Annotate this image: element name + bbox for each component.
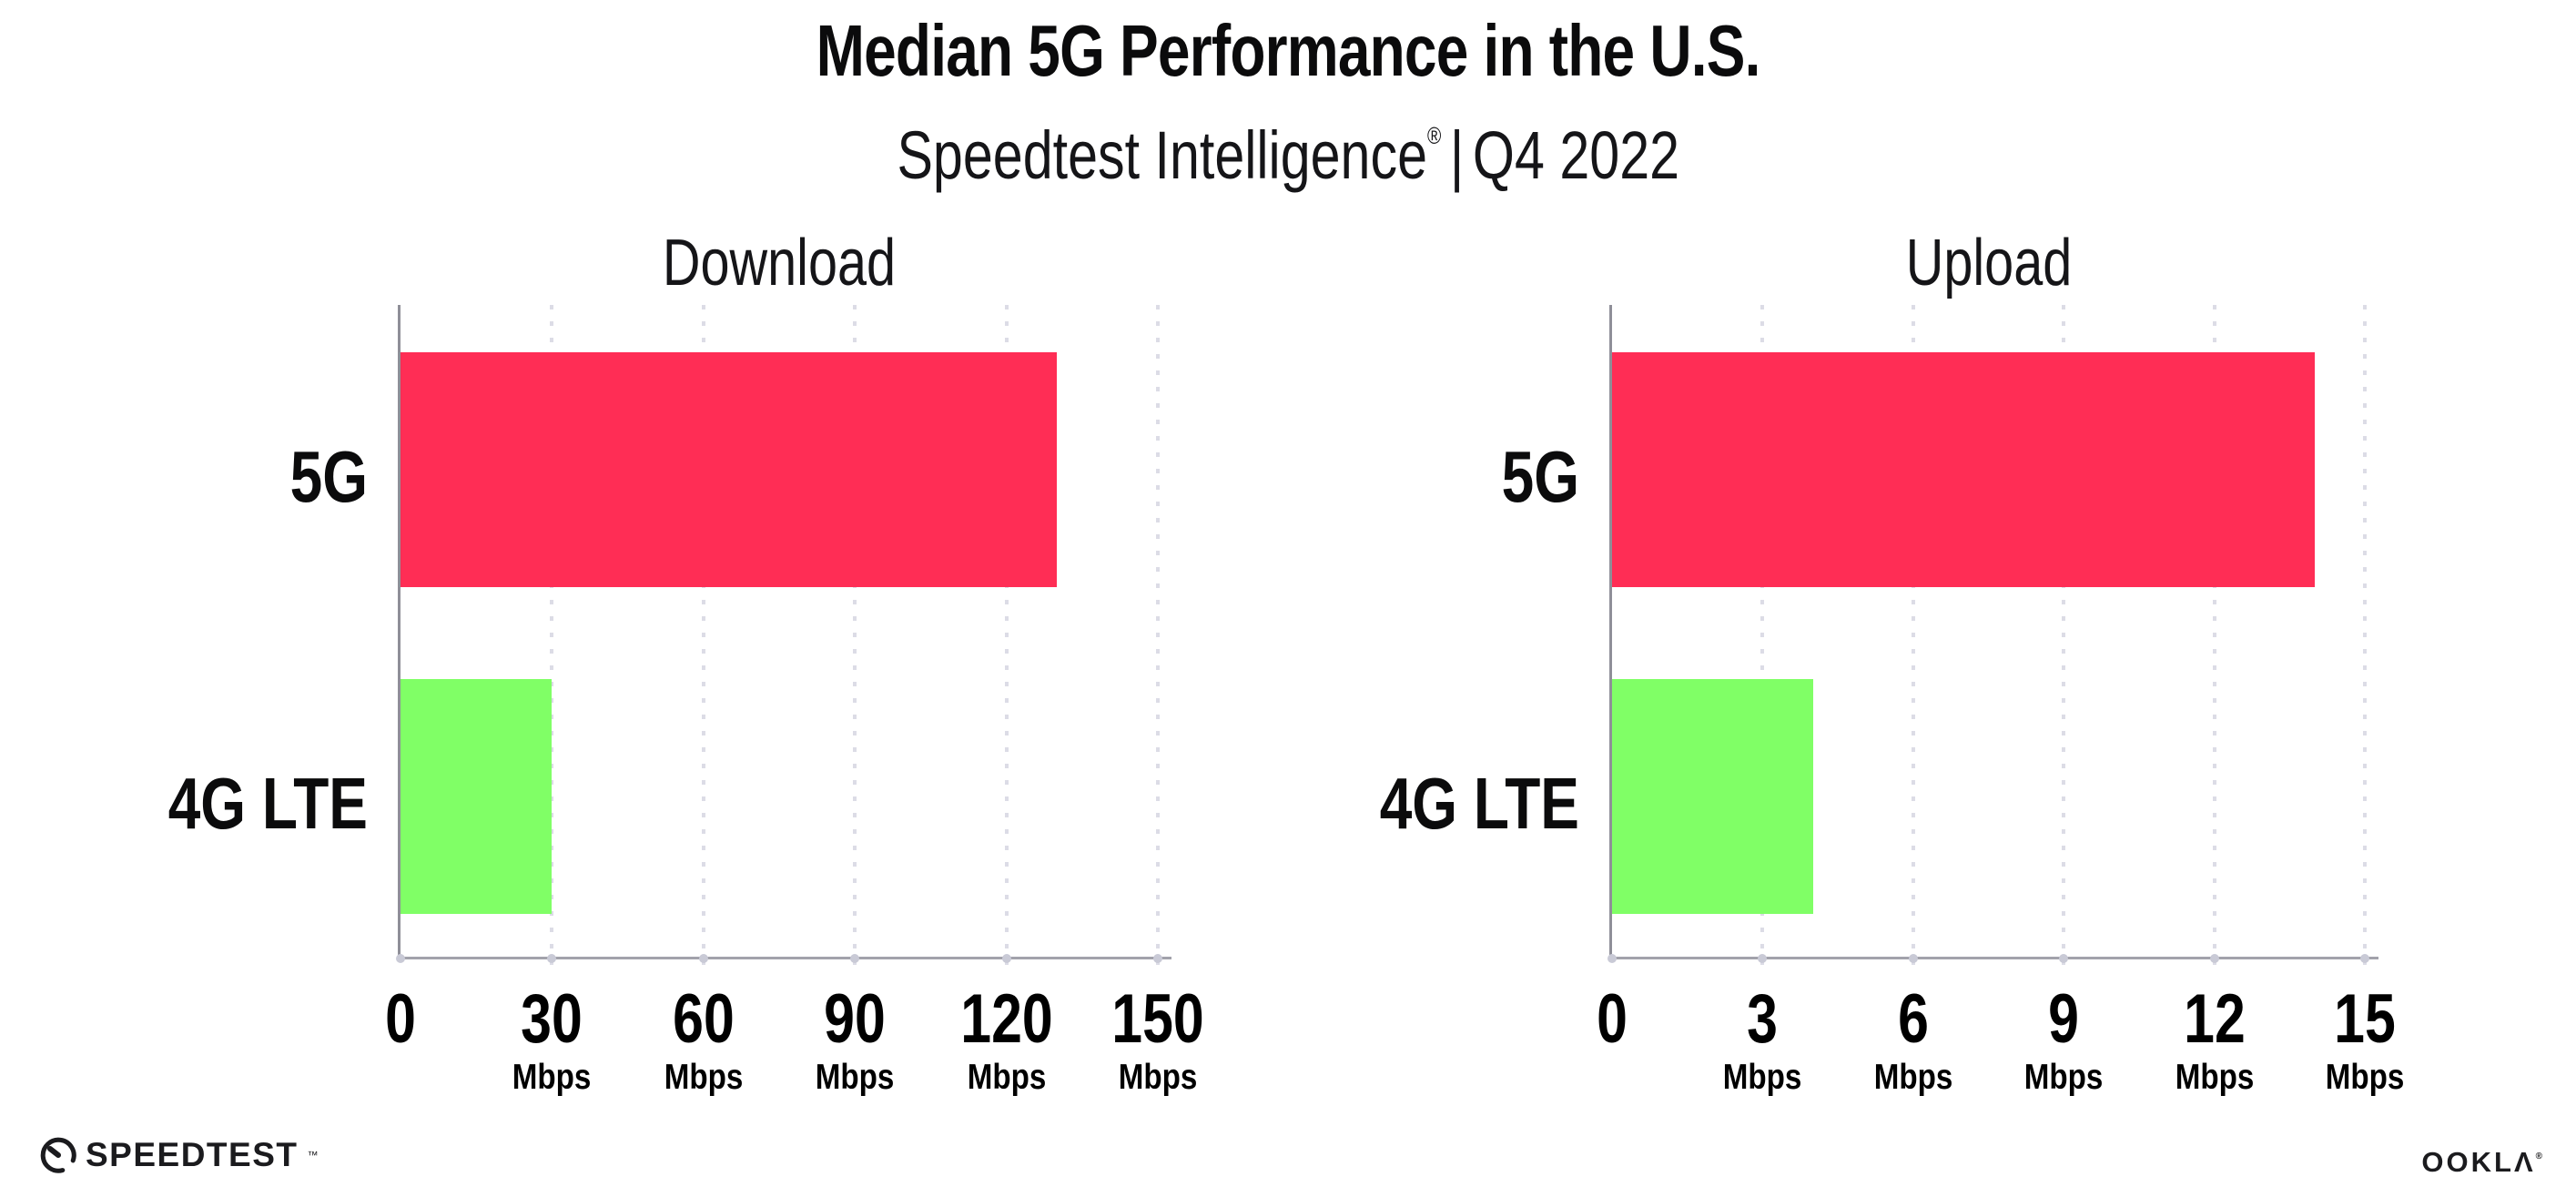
axis-tick-dot-3 <box>1758 954 1768 963</box>
gridline-6 <box>1911 305 1915 966</box>
subtitle-period: Q4 2022 <box>1472 117 1679 193</box>
gridline-30 <box>550 305 554 966</box>
gridline-150 <box>1156 305 1160 966</box>
x-tick-label-0-download: 0 <box>385 980 416 1058</box>
subtitle-separator: | <box>1449 117 1465 193</box>
x-axis-line-download <box>398 957 1171 959</box>
trademark-icon: ™ <box>307 1149 319 1161</box>
page-subtitle: Speedtest Intelligence® | Q4 2022 <box>0 95 2576 197</box>
x-tick-unit-12-upload: Mbps <box>2175 1058 2254 1097</box>
y-axis-line-upload <box>1609 305 1612 961</box>
speedtest-gauge-icon <box>40 1137 76 1173</box>
axis-tick-dot-0 <box>1607 954 1617 963</box>
x-tick-label-12-upload: 12 <box>2183 980 2246 1058</box>
x-tick-unit-30-download: Mbps <box>512 1058 592 1097</box>
gridline-3 <box>1760 305 1765 966</box>
subtitle-brand: Speedtest Intelligence <box>897 117 1427 193</box>
category-label-4g-lte-upload: 4G LTE <box>1379 763 1579 844</box>
x-tick-label-0-upload: 0 <box>1597 980 1628 1058</box>
ookla-wordmark: OOKLΛ <box>2421 1146 2536 1178</box>
x-tick-unit-90-download: Mbps <box>815 1058 895 1097</box>
bar-5g-upload <box>1612 352 2315 587</box>
x-axis-line-upload <box>1609 957 2378 959</box>
subplot-title-download: Download <box>662 227 897 299</box>
subplot-title-upload: Upload <box>1905 227 2072 299</box>
axis-tick-dot-150 <box>1153 954 1162 963</box>
x-tick-unit-15-upload: Mbps <box>2325 1058 2405 1097</box>
category-label-5g-upload: 5G <box>1501 436 1579 517</box>
gridline-60 <box>701 305 705 966</box>
axis-tick-dot-90 <box>850 954 860 963</box>
x-tick-label-3-upload: 3 <box>1747 980 1779 1058</box>
x-tick-label-15-upload: 15 <box>2334 980 2396 1058</box>
axis-tick-dot-12 <box>2209 954 2219 963</box>
page-title: Median 5G Performance in the U.S. <box>0 9 2576 93</box>
gridline-90 <box>853 305 857 966</box>
axis-tick-dot-6 <box>1908 954 1918 963</box>
gridline-9 <box>2062 305 2066 966</box>
axis-tick-dot-30 <box>547 954 557 963</box>
ookla-logo: OOKLΛ® <box>2421 1141 2545 1178</box>
gridline-12 <box>2212 305 2216 966</box>
bar-4g-lte-upload <box>1612 679 1813 914</box>
x-tick-unit-60-download: Mbps <box>664 1058 744 1097</box>
bar-5g-download <box>401 352 1057 587</box>
x-tick-unit-150-download: Mbps <box>1118 1058 1198 1097</box>
category-label-4g-lte-download: 4G LTE <box>167 763 368 844</box>
x-tick-label-30-download: 30 <box>521 980 583 1058</box>
category-label-5g-download: 5G <box>289 436 368 517</box>
speedtest-wordmark: SPEEDTEST <box>86 1136 299 1173</box>
axis-tick-dot-60 <box>698 954 708 963</box>
x-tick-label-9-upload: 9 <box>2048 980 2080 1058</box>
page-title-text: Median 5G Performance in the U.S. <box>816 10 1761 91</box>
speedtest-logo: SPEEDTEST ™ <box>40 1136 319 1174</box>
x-tick-label-120-download: 120 <box>959 980 1053 1058</box>
axis-tick-dot-15 <box>2360 954 2369 963</box>
axis-tick-dot-0 <box>396 954 405 963</box>
x-tick-unit-3-upload: Mbps <box>1723 1058 1802 1097</box>
y-axis-line-download <box>398 305 401 961</box>
ookla-registered-icon: ® <box>2535 1151 2545 1161</box>
axis-tick-dot-120 <box>1001 954 1011 963</box>
x-tick-unit-120-download: Mbps <box>967 1058 1046 1097</box>
gridline-15 <box>2363 305 2367 966</box>
x-tick-label-6-upload: 6 <box>1897 980 1929 1058</box>
x-tick-unit-6-upload: Mbps <box>1873 1058 1953 1097</box>
axis-tick-dot-9 <box>2059 954 2069 963</box>
x-tick-label-90-download: 90 <box>824 980 887 1058</box>
bar-4g-lte-download <box>401 679 552 914</box>
x-tick-label-60-download: 60 <box>672 980 735 1058</box>
x-tick-unit-9-upload: Mbps <box>2023 1058 2104 1097</box>
registered-mark-icon: ® <box>1426 122 1442 149</box>
x-tick-label-150-download: 150 <box>1111 980 1204 1058</box>
gridline-120 <box>1004 305 1009 966</box>
